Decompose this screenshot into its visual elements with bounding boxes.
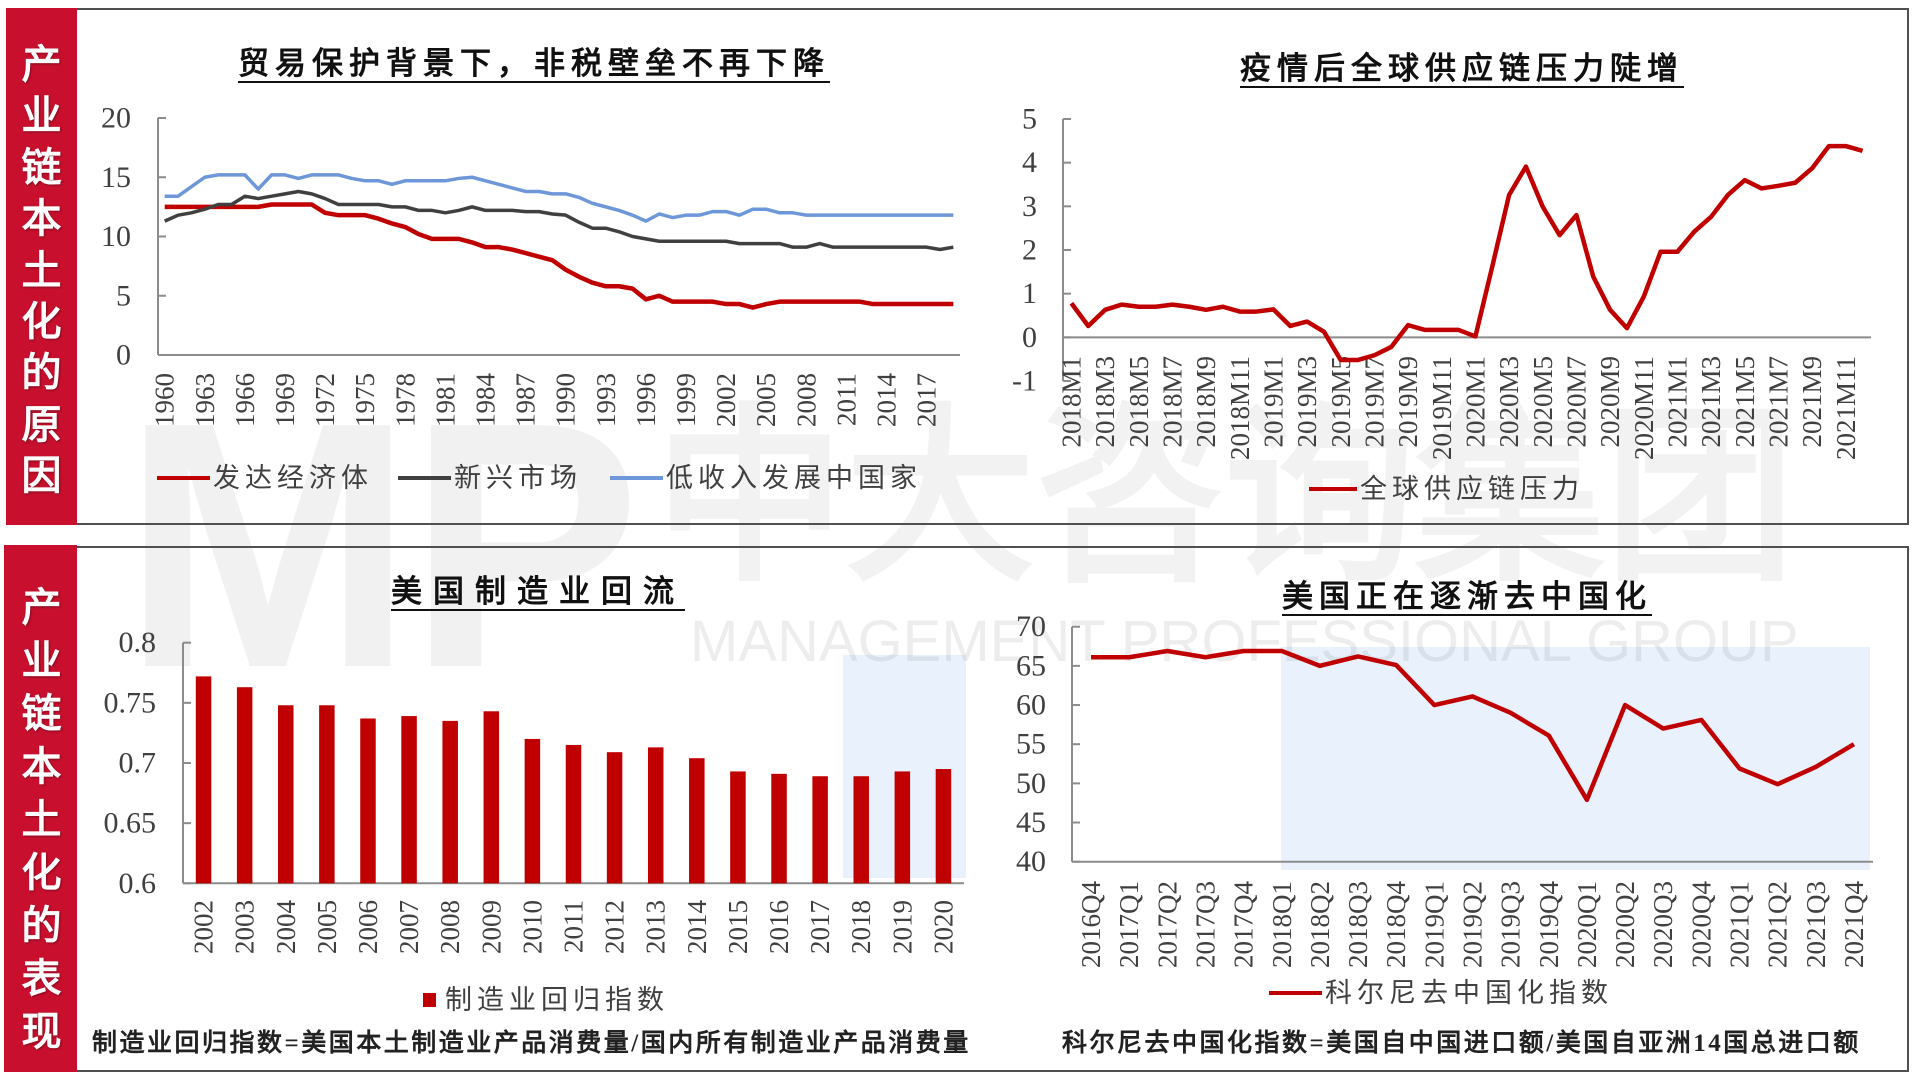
legend-label: 低收入发展中国家: [666, 463, 922, 493]
legend-square-icon: [423, 993, 436, 1007]
legend-line-icon: [1309, 487, 1357, 491]
sidebar-label-performance: 产业链本土化的表现: [21, 584, 62, 1054]
footnote-kearney-definition: 科尔尼去中国化指数=美国自中国进口额/美国自亚洲14国总进口额: [1062, 1030, 1861, 1057]
legend-line-icon: [610, 476, 663, 480]
footnote-reshoring-definition: 制造业回归指数=美国本土制造业产品消费量/国内所有制造业产品消费量: [92, 1030, 971, 1057]
sidebar-label-reasons: 产业链本土化的原因: [21, 42, 62, 499]
legend-item-kearney-index: 科尔尼去中国化指数: [1269, 977, 1613, 1009]
legend-label: 全球供应链压力: [1360, 474, 1584, 504]
legend-item-developed: 发达经济体: [157, 462, 373, 494]
sidebar-reasons: 产业链本土化的原因: [6, 8, 77, 525]
panel-performance: [77, 546, 1909, 1072]
legend-label: 发达经济体: [213, 463, 373, 493]
chart-title-manufacturing-reshoring: 美国制造业回流: [391, 574, 685, 611]
legend-label: 制造业回归指数: [445, 985, 669, 1015]
legend-item-reshoring-index: 制造业回归指数: [423, 984, 669, 1016]
legend-line-icon: [1269, 991, 1322, 995]
legend-item-low-income: 低收入发展中国家: [610, 462, 922, 494]
legend-item-supply-chain-pressure: 全球供应链压力: [1309, 473, 1584, 505]
chart-title-de-sinicization: 美国正在逐渐去中国化: [1282, 579, 1652, 616]
chart-title-trade-barriers: 贸易保护背景下，非税壁垒不再下降: [238, 46, 830, 83]
legend-item-emerging: 新兴市场: [398, 462, 582, 494]
legend-line-icon: [398, 476, 451, 480]
panel-reasons: [77, 8, 1909, 525]
legend-line-icon: [157, 476, 210, 480]
legend-label: 新兴市场: [454, 463, 582, 493]
sidebar-performance: 产业链本土化的表现: [4, 545, 77, 1072]
chart-title-supply-chain-pressure: 疫情后全球供应链压力陡增: [1240, 51, 1684, 88]
legend-label: 科尔尼去中国化指数: [1325, 978, 1613, 1008]
